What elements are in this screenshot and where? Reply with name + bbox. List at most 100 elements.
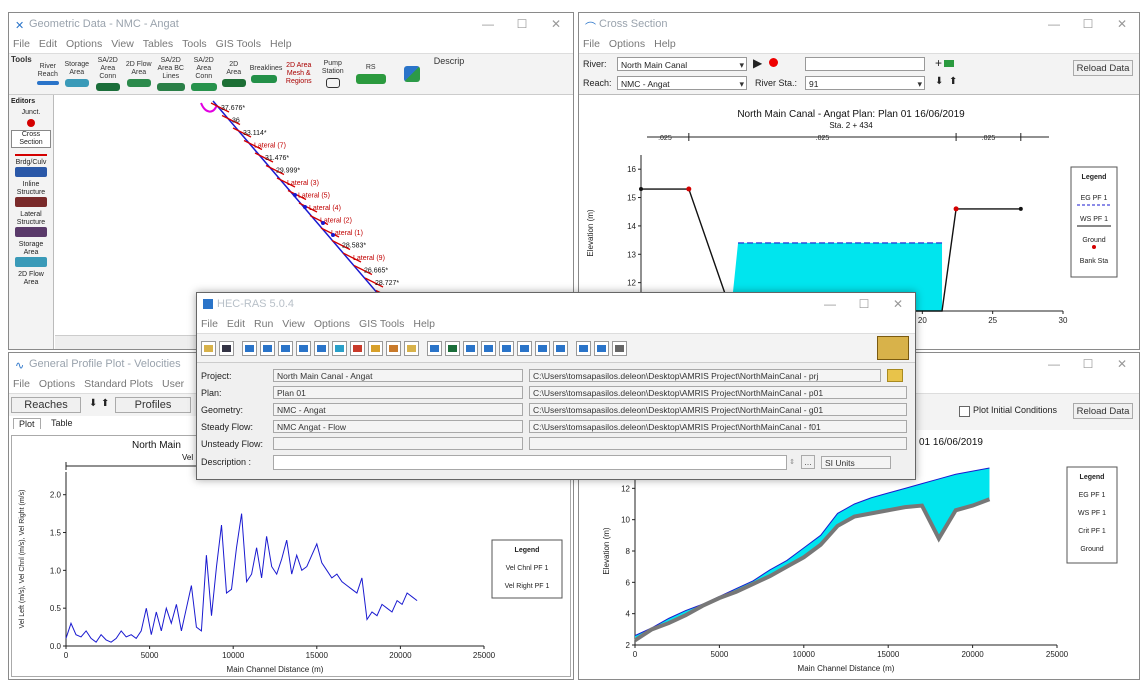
flow-area-2d-tool[interactable]: 2D Flow Area: [126, 61, 152, 87]
run-wq-icon[interactable]: [404, 340, 419, 356]
rs-tool[interactable]: RS: [355, 64, 386, 84]
maximize-button[interactable]: ☐: [516, 17, 528, 31]
close-button[interactable]: ✕: [1116, 357, 1128, 371]
menu-help[interactable]: Help: [654, 38, 676, 50]
geometry-path[interactable]: C:\Users\tomsapasilos.deleon\Desktop\AMR…: [529, 403, 907, 416]
unsteady-flow-icon[interactable]: [296, 340, 311, 356]
record-icon[interactable]: [769, 58, 778, 67]
cross-section-tool[interactable]: Cross Section: [11, 130, 51, 156]
menu-tools[interactable]: Tools: [182, 38, 207, 50]
run-hydraulic-design-icon[interactable]: [386, 340, 401, 356]
maximize-button[interactable]: ☐: [1082, 17, 1094, 31]
menu-file[interactable]: File: [13, 38, 30, 50]
view-stage-hydrograph-icon[interactable]: [499, 340, 514, 356]
pump-station-tool[interactable]: Pump Station: [320, 60, 346, 88]
sediment-icon[interactable]: [314, 340, 329, 356]
sa-conn-tool[interactable]: SA/2D Area Conn: [94, 57, 122, 91]
open-project-icon[interactable]: [887, 369, 903, 382]
minimize-button[interactable]: —: [824, 297, 836, 311]
menu-options[interactable]: Options: [608, 38, 646, 50]
flow-area-2d-side-tool[interactable]: 2D Flow Area: [11, 271, 51, 287]
plot-initial-checkbox[interactable]: [959, 406, 970, 417]
menu-user[interactable]: User: [162, 378, 185, 390]
reach-select[interactable]: NMC - Angat: [617, 76, 747, 91]
menu-gis-tools[interactable]: GIS Tools: [215, 38, 261, 50]
menu-options[interactable]: Options: [66, 38, 103, 50]
river-sta-select[interactable]: 91: [805, 76, 925, 91]
menu-standard-plots[interactable]: Standard Plots: [84, 378, 153, 390]
view-rating-icon[interactable]: [481, 340, 496, 356]
description-input[interactable]: [273, 454, 787, 470]
bridge-culvert-tool[interactable]: Brdg/Culv: [11, 159, 51, 177]
steady-flow-icon[interactable]: [260, 340, 275, 356]
menu-gis-tools[interactable]: GIS Tools: [359, 318, 405, 330]
mesh-regions-tool[interactable]: 2D Area Mesh & Regions: [282, 62, 316, 86]
close-button[interactable]: ✕: [892, 297, 904, 311]
breaklines-tool[interactable]: Breaklines: [250, 65, 282, 83]
menu-file[interactable]: File: [201, 318, 218, 330]
view-summary-icon[interactable]: [594, 340, 609, 356]
close-button[interactable]: ✕: [1116, 17, 1128, 31]
plan-path[interactable]: C:\Users\tomsapasilos.deleon\Desktop\AMR…: [529, 386, 907, 399]
maximize-button[interactable]: ☐: [1082, 357, 1094, 371]
steady-flow-path[interactable]: C:\Users\tomsapasilos.deleon\Desktop\AMR…: [529, 420, 907, 433]
tab-table[interactable]: Table: [51, 418, 73, 428]
view-3d-icon[interactable]: [463, 340, 478, 356]
reload-data-button[interactable]: Reload Data: [1073, 403, 1133, 419]
view-profile-table-icon[interactable]: [553, 340, 568, 356]
sa-bc-lines-tool[interactable]: SA/2D Area BC Lines: [156, 57, 186, 91]
menu-edit[interactable]: Edit: [38, 38, 58, 50]
lateral-structure-tool[interactable]: Lateral Structure: [11, 211, 51, 237]
view-hydrograph-icon[interactable]: [576, 340, 591, 356]
reload-data-button[interactable]: Reload Data: [1073, 60, 1133, 76]
menu-file[interactable]: File: [583, 38, 600, 50]
view-cross-section-icon[interactable]: [427, 340, 442, 356]
menu-view[interactable]: View: [282, 318, 305, 330]
menu-options[interactable]: Options: [38, 378, 76, 390]
steady-flow-value[interactable]: NMC Angat - Flow: [273, 420, 523, 433]
sa-conn2-tool[interactable]: SA/2D Area Conn: [190, 57, 218, 91]
project-path[interactable]: C:\Users\tomsapasilos.deleon\Desktop\AMR…: [529, 369, 881, 382]
close-button[interactable]: ✕: [550, 17, 562, 31]
view-xs-table-icon[interactable]: [535, 340, 550, 356]
save-icon[interactable]: [219, 340, 234, 356]
project-value[interactable]: North Main Canal - Angat: [273, 369, 523, 382]
menu-view[interactable]: View: [111, 38, 134, 50]
prev-station-button[interactable]: ⬇: [935, 76, 944, 87]
unsteady-flow-path[interactable]: [529, 437, 907, 450]
plan-value[interactable]: Plan 01: [273, 386, 523, 399]
river-sta-search[interactable]: [805, 57, 925, 71]
river-reach-tool[interactable]: River Reach: [36, 63, 60, 85]
reach-down-button[interactable]: ⬇: [89, 398, 98, 409]
profiles-button[interactable]: Profiles: [115, 397, 191, 413]
unsteady-flow-value[interactable]: [273, 437, 523, 450]
add-xs-button[interactable]: +: [935, 56, 955, 70]
storage-area-side-tool[interactable]: Storage Area: [11, 241, 51, 267]
quasi-unsteady-icon[interactable]: [278, 340, 293, 356]
tab-plot[interactable]: Plot: [13, 418, 41, 429]
menu-edit[interactable]: Edit: [226, 318, 246, 330]
area-2d-tool[interactable]: 2D Area: [221, 61, 246, 87]
run-sediment-icon[interactable]: [368, 340, 383, 356]
minimize-button[interactable]: —: [1048, 17, 1060, 31]
minimize-button[interactable]: —: [1048, 357, 1060, 371]
view-profile-icon[interactable]: [445, 340, 460, 356]
view-dss-icon[interactable]: [612, 340, 627, 356]
menu-tables[interactable]: Tables: [142, 38, 174, 50]
menu-options[interactable]: Options: [313, 318, 351, 330]
run-steady-icon[interactable]: [332, 340, 347, 356]
geometry-value[interactable]: NMC - Angat: [273, 403, 523, 416]
storage-area-tool[interactable]: Storage Area: [64, 61, 90, 87]
view-general-profile-icon[interactable]: [517, 340, 532, 356]
maximize-button[interactable]: ☐: [858, 297, 870, 311]
map-tool[interactable]: [403, 66, 420, 82]
menu-file[interactable]: File: [13, 378, 30, 390]
river-select[interactable]: North Main Canal: [617, 57, 747, 72]
menu-run[interactable]: Run: [254, 318, 274, 330]
inline-structure-tool[interactable]: Inline Structure: [11, 181, 51, 207]
menu-help[interactable]: Help: [269, 38, 292, 50]
play-button[interactable]: ▶: [753, 56, 763, 70]
menu-help[interactable]: Help: [413, 318, 435, 330]
next-station-button[interactable]: ⬆: [949, 76, 958, 87]
junction-tool[interactable]: Junct.: [11, 109, 51, 127]
